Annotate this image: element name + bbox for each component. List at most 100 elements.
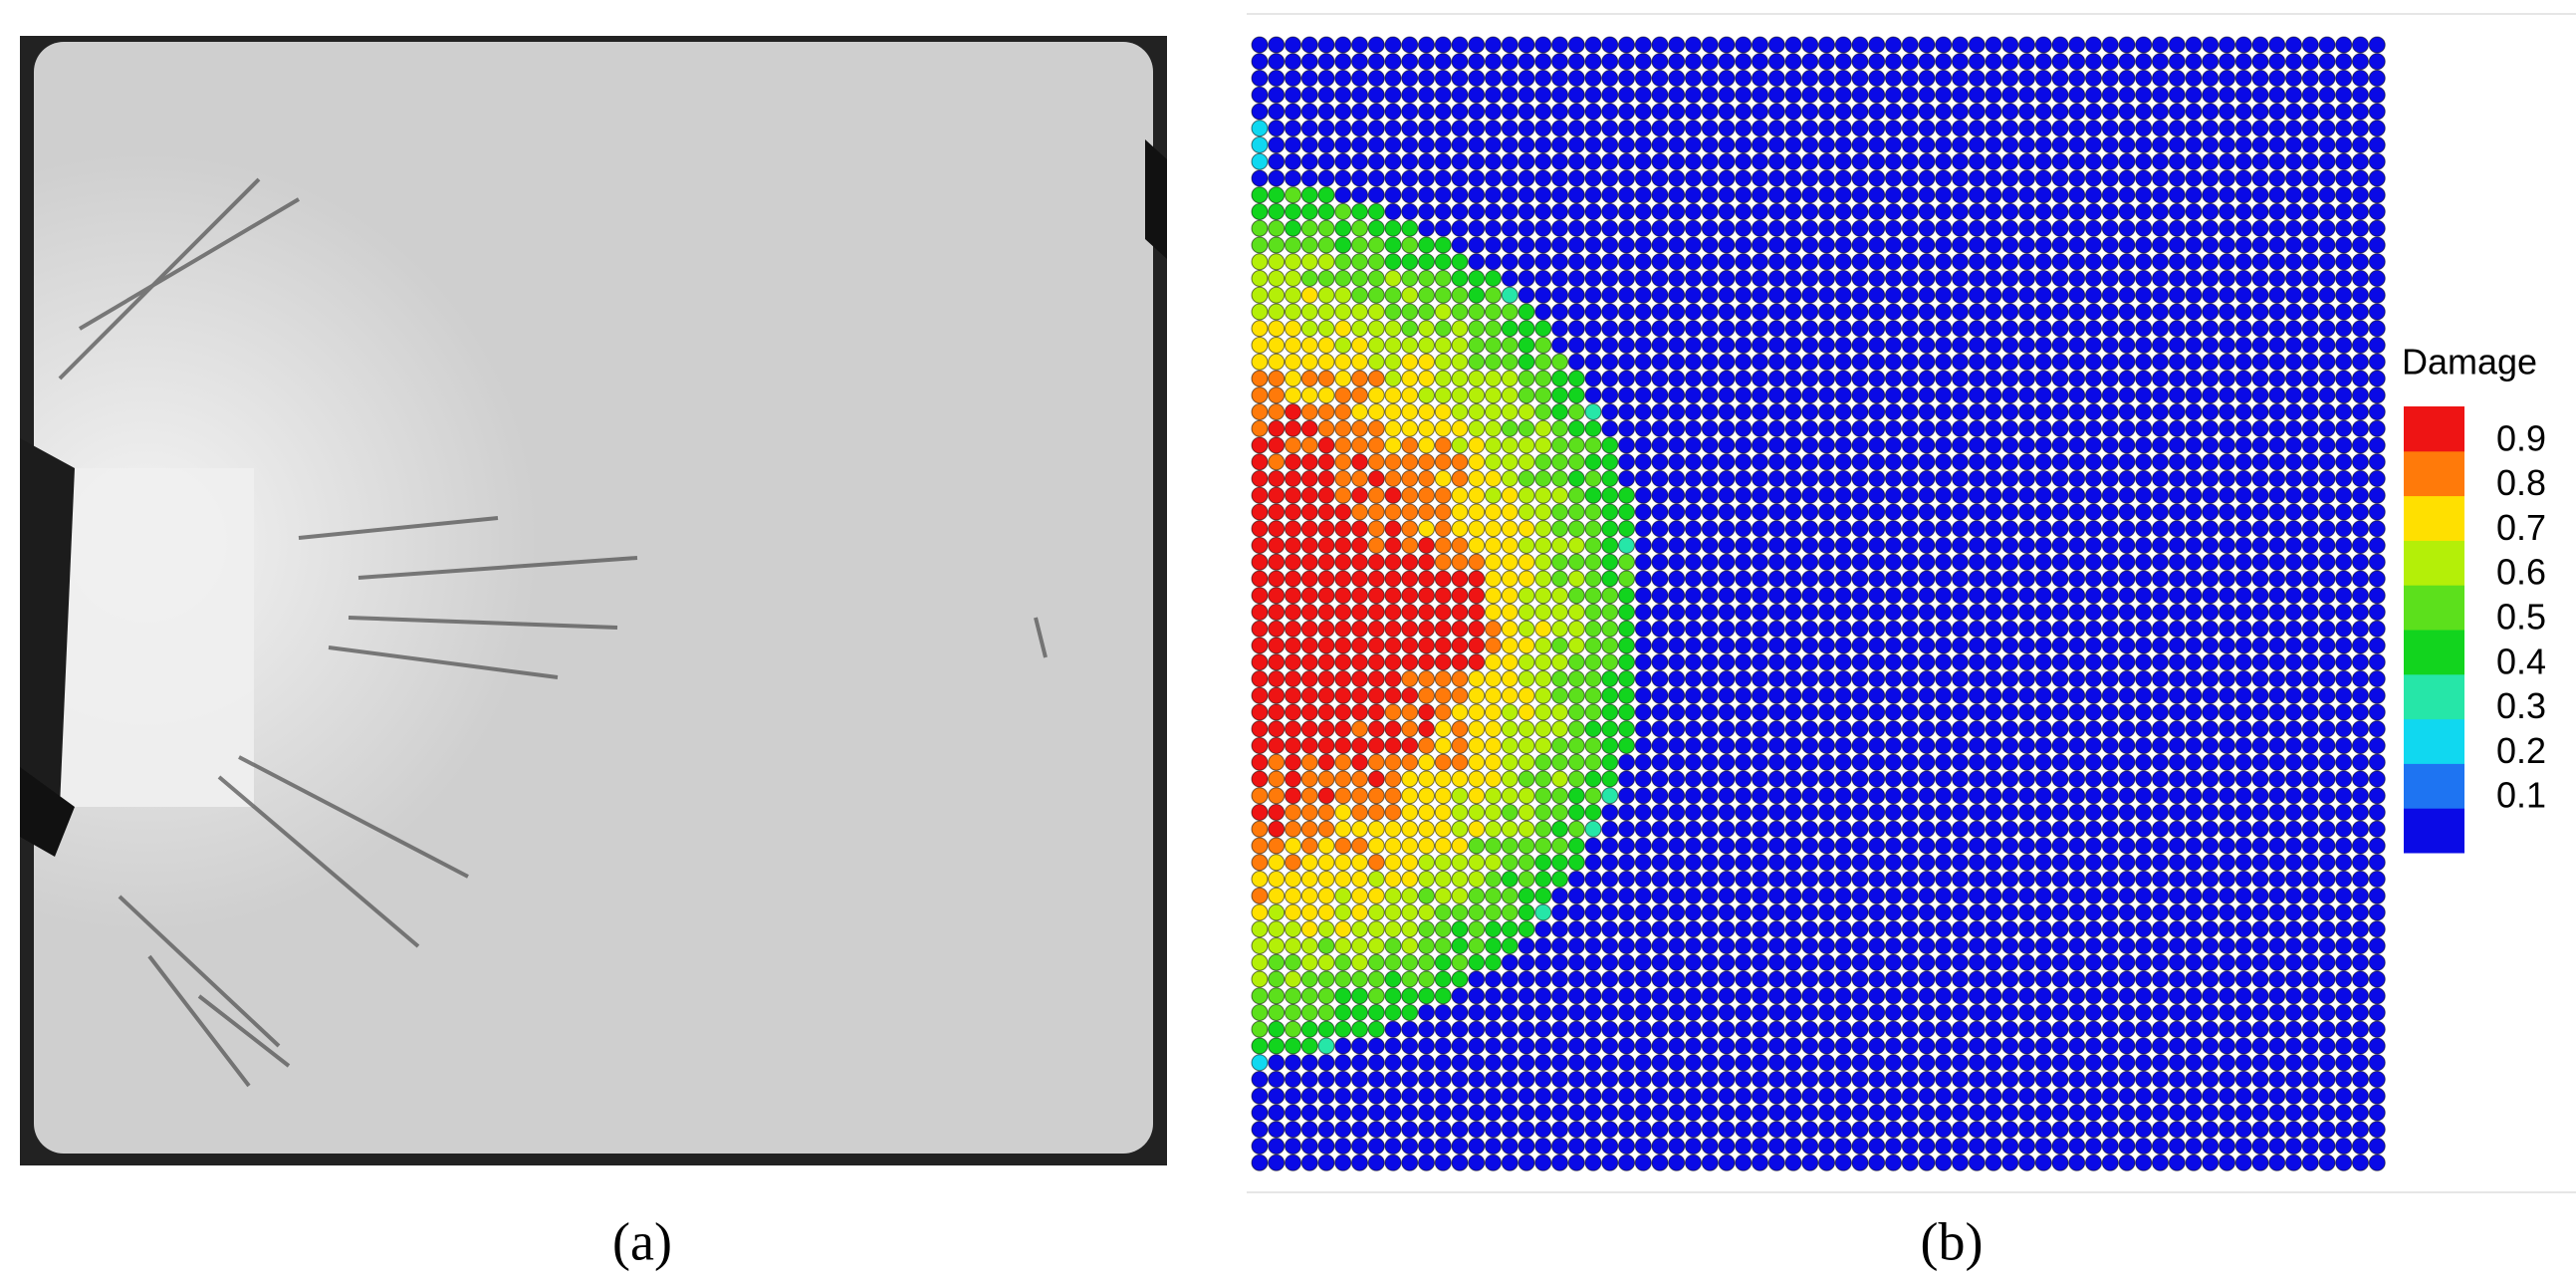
particle [1501,303,1519,321]
particle [1834,604,1852,621]
particle [1901,1004,1919,1021]
particle [1285,386,1301,404]
particle [2335,270,2353,287]
particle [1601,653,1619,671]
particle [2251,1121,2269,1139]
particle [1601,737,1619,754]
particle [2001,503,2019,521]
particle [1401,820,1419,838]
particle [2152,587,2169,605]
particle [1935,120,1953,137]
particle [1968,804,1986,821]
particle [2068,670,2086,687]
particle [1268,470,1286,487]
particle [1634,703,1652,721]
particle [1968,203,1986,220]
particle [2318,1054,2336,1072]
particle [1668,1037,1686,1055]
particle [2352,937,2369,954]
particle [1767,570,1785,588]
particle [2318,587,2336,605]
particle [2001,303,2019,321]
particle [2018,270,2035,287]
particle [2219,386,2235,404]
particle [2085,920,2102,938]
particle [1801,169,1819,187]
particle [1935,486,1953,504]
particle [1868,386,1886,404]
particle [1251,703,1269,721]
particle [1968,903,1986,921]
particle [2251,419,2269,437]
particle [1952,637,1969,654]
particle [2318,186,2336,204]
particle [2202,1087,2220,1105]
particle [1868,103,1886,121]
particle [2051,854,2069,872]
particle [1818,937,1835,954]
particle [2268,303,2286,321]
particle [1334,637,1352,654]
particle [1735,1004,1753,1021]
particle [1601,486,1619,504]
particle [1851,253,1869,271]
particle [2051,1154,2069,1171]
particle [1285,1154,1301,1171]
particle [2251,837,2269,855]
particle [1735,286,1753,304]
particle [2068,53,2086,71]
particle [2051,286,2069,304]
particle [2001,903,2019,921]
particle [2051,253,2069,271]
particle [1518,703,1535,721]
particle [1434,470,1452,487]
particle [2152,136,2169,153]
particle [1351,320,1368,338]
particle [1551,553,1568,571]
particle [2268,253,2286,271]
particle [1868,604,1886,621]
particle [1351,436,1368,454]
particle [1868,236,1886,254]
particle [1968,970,1986,988]
particle [1651,70,1669,87]
particle [2168,837,2186,855]
particle [1668,70,1686,87]
particle [2185,871,2203,888]
particle [1735,1138,1753,1155]
particle [1401,570,1419,588]
particle [2202,337,2220,354]
particle [2219,1104,2235,1122]
particle [1985,120,2002,137]
particle [2285,937,2302,954]
particle [2202,36,2220,54]
particle [2268,903,2286,921]
particle [2152,720,2169,738]
particle [1384,820,1402,838]
particle [1885,320,1902,338]
particle [1551,436,1568,454]
particle [1885,520,1902,538]
particle [1651,937,1669,954]
particle [1685,286,1702,304]
particle [1285,270,1301,287]
particle [1735,36,1753,54]
particle [2368,770,2386,788]
particle [2234,953,2252,971]
particle [1868,987,1886,1005]
particle [1668,370,1686,387]
particle [1818,520,1835,538]
particle [2234,270,2252,287]
particle [1985,953,2002,971]
particle [1952,186,1969,204]
particle [1752,1054,1768,1072]
particle [1818,753,1835,771]
particle [2085,103,2102,121]
particle [2301,419,2319,437]
particle [1651,854,1669,872]
particle [2118,353,2136,371]
particle [1334,920,1352,938]
particle [2135,1037,2153,1055]
particle [1367,920,1385,938]
particle [2168,36,2186,54]
